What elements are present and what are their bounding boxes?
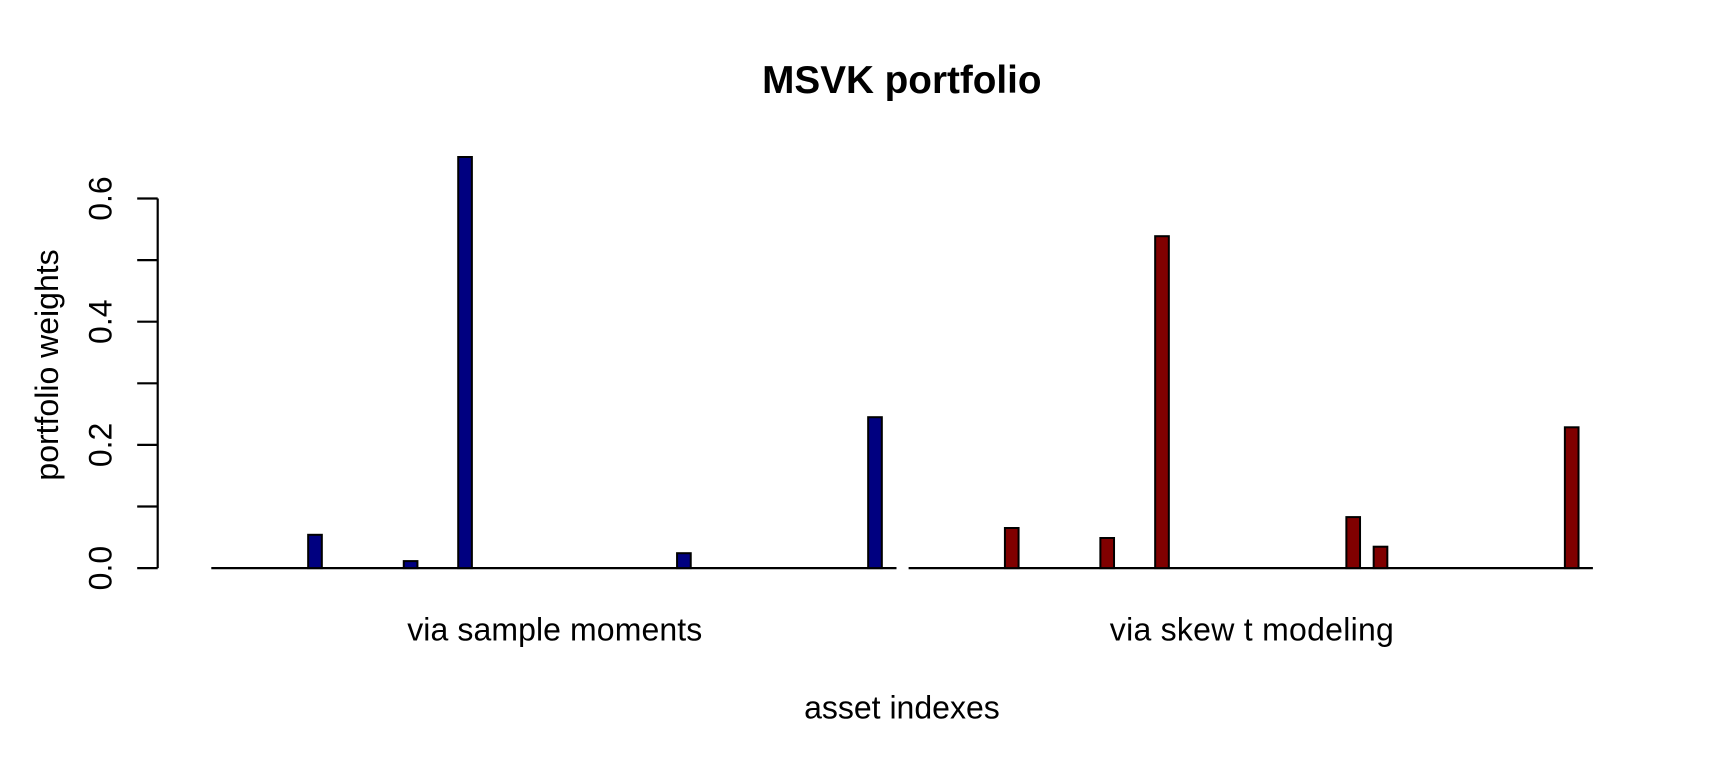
- svg-text:asset indexes: asset indexes: [804, 689, 1000, 725]
- svg-text:0.0: 0.0: [82, 546, 118, 590]
- svg-text:0.2: 0.2: [82, 423, 118, 467]
- svg-text:0.6: 0.6: [82, 176, 118, 220]
- svg-text:via sample moments: via sample moments: [407, 612, 702, 648]
- svg-text:portfolio weights: portfolio weights: [29, 249, 65, 480]
- svg-text:0.4: 0.4: [82, 299, 118, 343]
- svg-text:via skew t modeling: via skew t modeling: [1110, 612, 1394, 648]
- svg-text:MSVK portfolio: MSVK portfolio: [762, 59, 1041, 102]
